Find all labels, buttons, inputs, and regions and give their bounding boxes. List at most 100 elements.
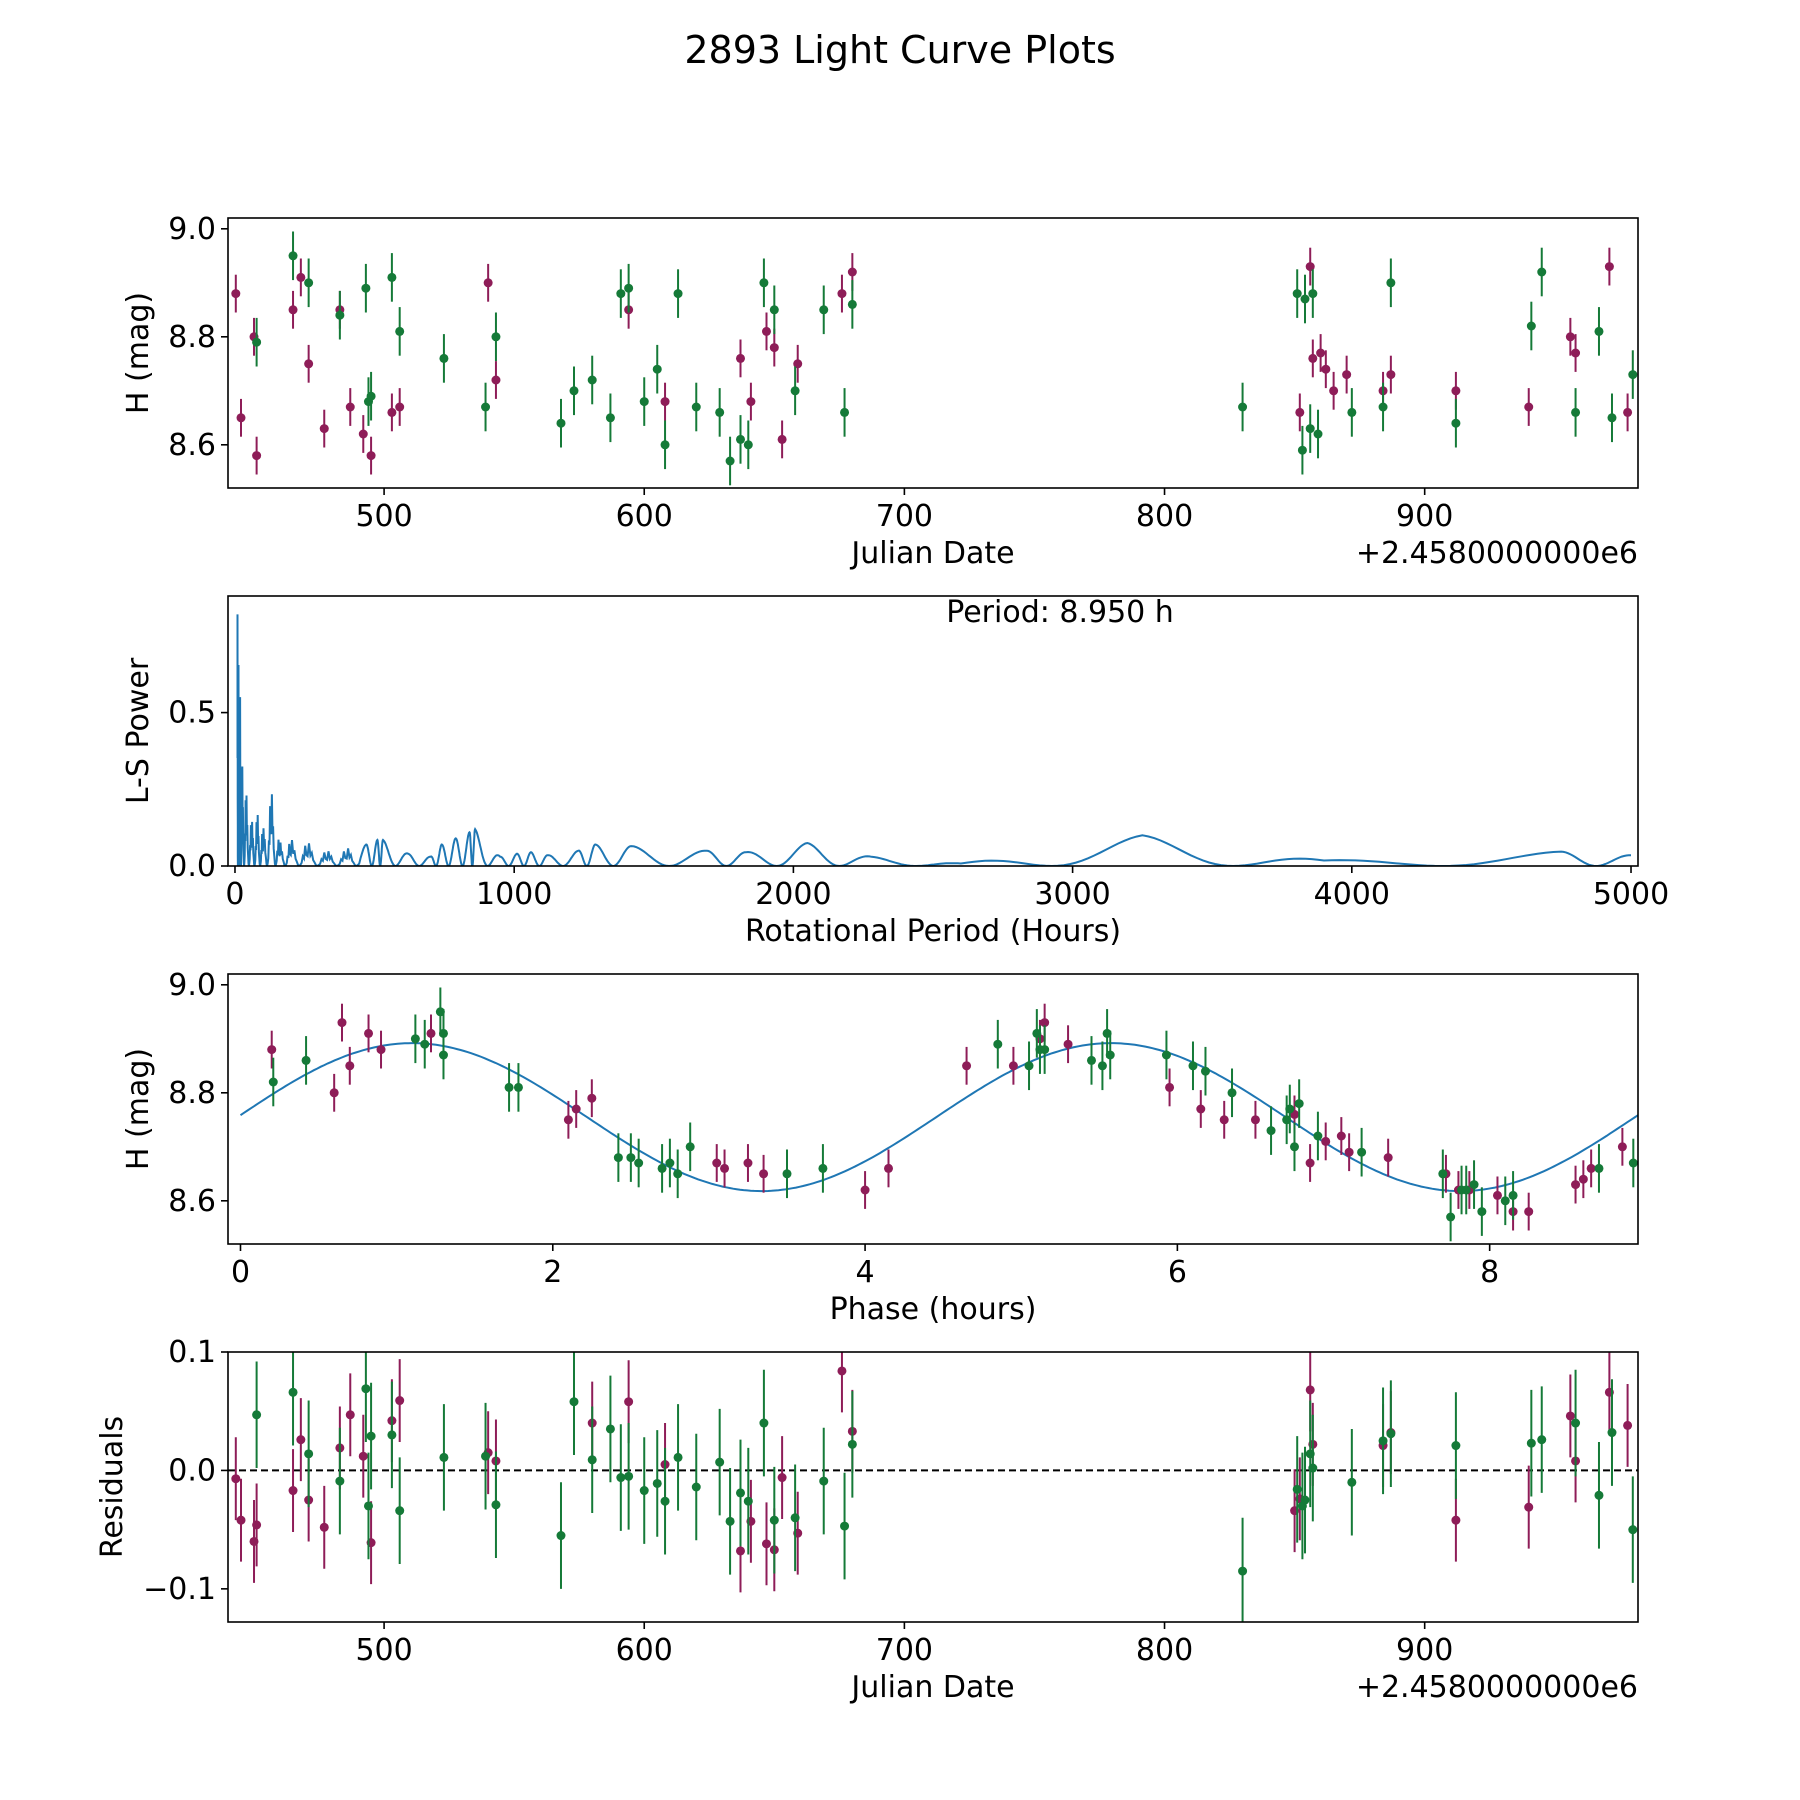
residuals-ylabel: Residuals (95, 1416, 130, 1558)
phased-ytick-label: 8.8 (168, 1076, 216, 1111)
residuals-data-point (1378, 1436, 1388, 1446)
phased-data-point (1024, 1061, 1034, 1071)
lightcurve-data-point (304, 278, 314, 288)
lightcurve-data-point (746, 397, 756, 407)
phased-panel: 0 2 4 6 8 8.6 8.8 9.0 Phase (hours) H (mag) (121, 968, 1639, 1327)
periodogram-xtick-label: 0 (225, 877, 244, 912)
lightcurve-data-point (483, 278, 493, 288)
phased-data-point (673, 1169, 683, 1179)
periodogram-plot-area (236, 614, 1631, 866)
lightcurve-data-point (1300, 294, 1310, 304)
residuals-panel: 500 600 700 800 900 −0.1 0.0 0.1 Julian Date Resi… (95, 1335, 1639, 1705)
residuals-axes-frame (227, 1351, 1639, 1623)
phased-data-point (1336, 1131, 1346, 1141)
phased-data-point (759, 1169, 769, 1179)
residuals-data-point (252, 1410, 262, 1420)
lightcurve-data-point (652, 364, 662, 374)
lightcurve-data-point (1386, 370, 1396, 380)
residuals-data-point (366, 1431, 376, 1441)
residuals-data-point (769, 1515, 779, 1525)
phased-data-point (420, 1039, 430, 1049)
residuals-data-point (1623, 1420, 1633, 1430)
phased-data-point (1524, 1207, 1534, 1217)
phased-data-point (563, 1115, 573, 1125)
phased-data-point (587, 1093, 597, 1103)
phased-data-point (426, 1028, 436, 1038)
phased-data-point (1477, 1207, 1487, 1217)
residuals-data-point (624, 1397, 634, 1407)
lightcurve-plot-area (231, 231, 1638, 486)
lightcurve-data-point (660, 397, 670, 407)
figure-title: 2893 Light Curve Plots (684, 28, 1116, 72)
residuals-data-point (1571, 1418, 1581, 1428)
phased-data-point (504, 1082, 514, 1092)
lightcurve-data-point (660, 440, 670, 450)
phased-data-point (364, 1028, 374, 1038)
phased-data-point (1285, 1104, 1295, 1114)
residuals-data-point (1537, 1435, 1547, 1445)
periodogram-ytick-label: 0.0 (168, 849, 216, 884)
lightcurve-data-point (1313, 429, 1323, 439)
residuals-data-point (556, 1531, 566, 1541)
phased-data-point (1161, 1050, 1171, 1060)
residuals-data-point (1300, 1495, 1310, 1505)
phased-data-point (1063, 1039, 1073, 1049)
phased-data-point (665, 1158, 675, 1168)
lightcurve-data-point (1537, 267, 1547, 277)
phased-data-point (860, 1185, 870, 1195)
phased-data-point (1097, 1061, 1107, 1071)
phased-data-point (1105, 1050, 1115, 1060)
residuals-data-point (319, 1522, 329, 1532)
residuals-data-point (1305, 1385, 1315, 1395)
residuals-data-point (660, 1496, 670, 1506)
residuals-data-point (616, 1473, 626, 1483)
residuals-data-point (587, 1455, 597, 1465)
residuals-data-point (743, 1496, 753, 1506)
residuals-data-point (288, 1486, 298, 1496)
lightcurve-data-point (616, 289, 626, 299)
residuals-data-point (652, 1478, 662, 1488)
phased-data-point (1628, 1158, 1638, 1168)
phased-xtick-label: 4 (856, 1255, 875, 1290)
residuals-data-point (673, 1452, 683, 1462)
lightcurve-data-point (1571, 348, 1581, 358)
lightcurve-data-point (605, 413, 615, 423)
lightcurve-xlabel: Julian Date (849, 536, 1014, 571)
lightcurve-data-point (725, 456, 735, 466)
lightcurve-data-point (639, 397, 649, 407)
periodogram-period-title: Period: 8.950 h (946, 595, 1174, 630)
periodogram-axes-frame (227, 595, 1639, 867)
lightcurve-data-point (481, 402, 491, 412)
lightcurve-data-point (819, 305, 829, 315)
residuals-data-point (1451, 1515, 1461, 1525)
lightcurve-data-point (1623, 407, 1633, 417)
phased-data-point (613, 1153, 623, 1163)
phased-data-point (685, 1142, 695, 1152)
phased-data-point (782, 1169, 792, 1179)
residuals-data-point (1565, 1411, 1575, 1421)
residuals-data-point (735, 1488, 745, 1498)
phased-data-point (1040, 1018, 1050, 1028)
phased-data-point (267, 1045, 277, 1055)
lightcurve-xtick-label: 900 (1396, 499, 1453, 534)
lightcurve-data-point (252, 451, 262, 461)
phased-data-point (712, 1158, 722, 1168)
lightcurve-data-point (1292, 289, 1302, 299)
lightcurve-data-point (556, 418, 566, 428)
phased-data-point (1227, 1088, 1237, 1098)
lightcurve-data-point (1378, 402, 1388, 412)
lightcurve-data-point (569, 386, 579, 396)
residuals-data-point (231, 1474, 241, 1484)
lightcurve-data-point (1571, 407, 1581, 417)
lightcurve-data-point (366, 451, 376, 461)
phased-data-point (438, 1028, 448, 1038)
lightcurve-xtick-label: 700 (876, 499, 933, 534)
phased-data-point (1305, 1158, 1315, 1168)
lightcurve-data-point (1308, 289, 1318, 299)
lightcurve-data-point (1297, 445, 1307, 455)
residuals-data-point (790, 1513, 800, 1523)
phased-data-point (1250, 1115, 1260, 1125)
phased-data-point (268, 1077, 278, 1087)
lightcurve-data-point (837, 289, 847, 299)
